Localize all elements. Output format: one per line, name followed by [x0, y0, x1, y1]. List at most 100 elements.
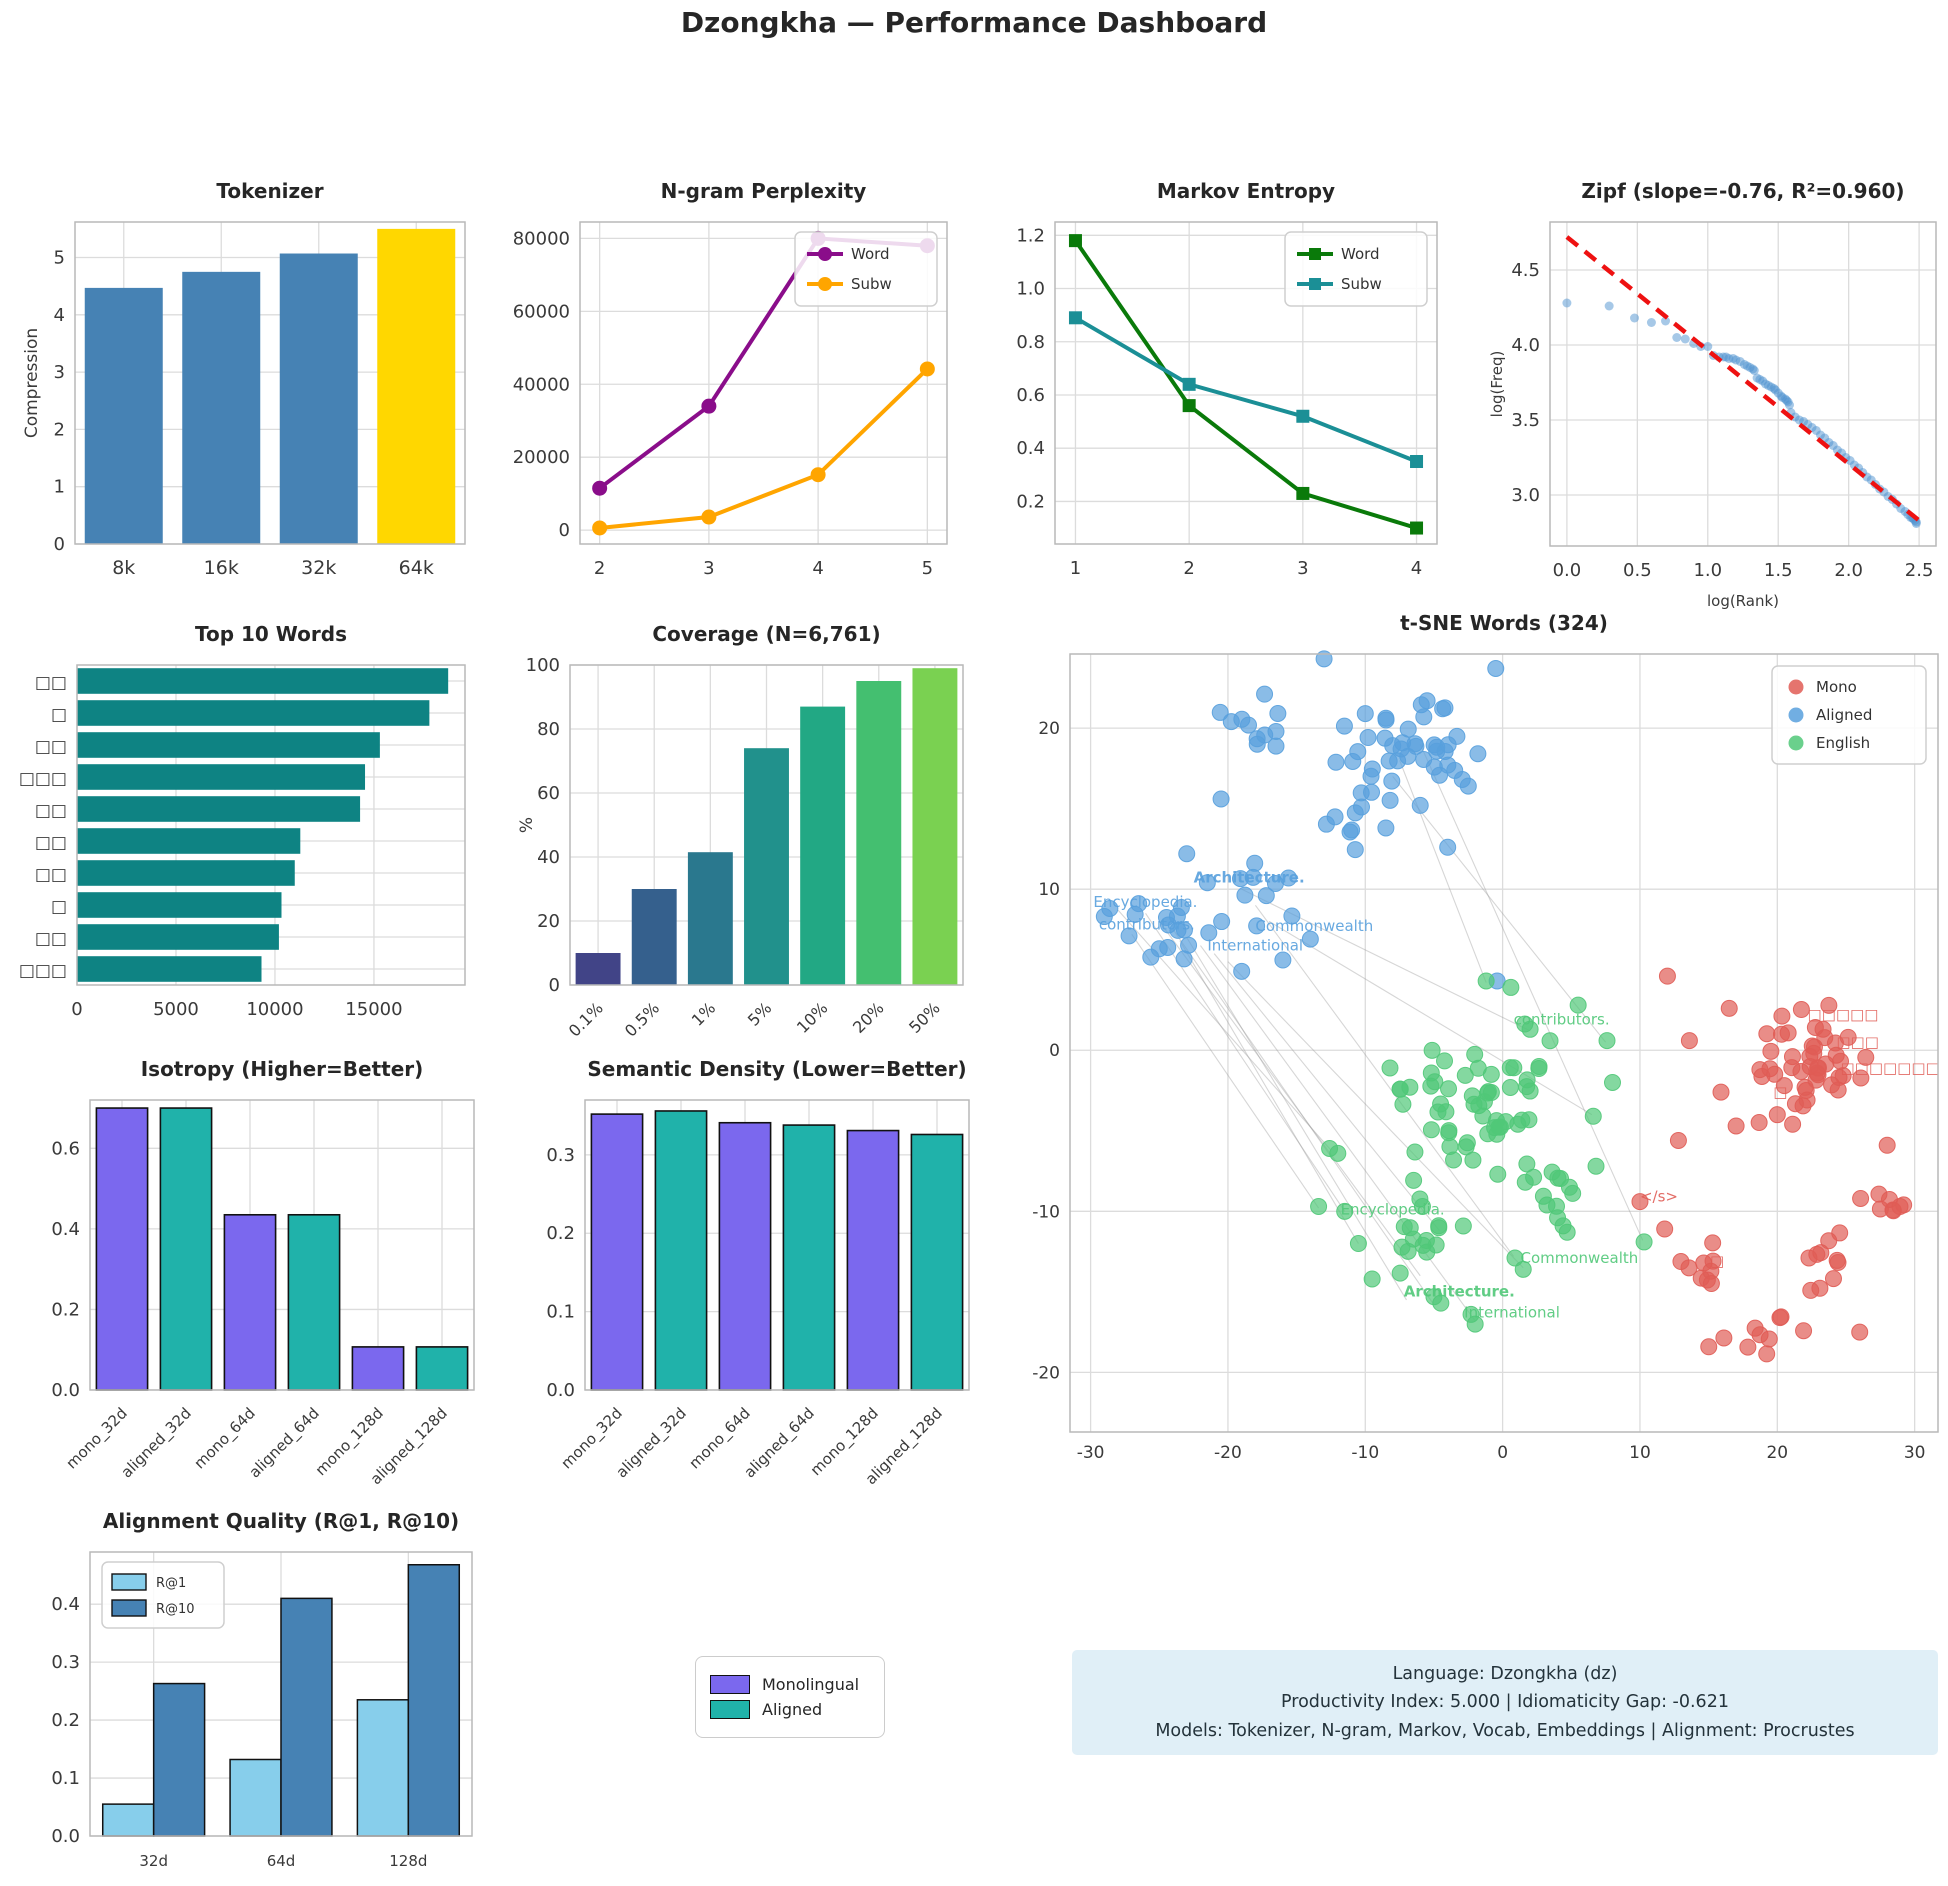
series-Subw: [1068, 311, 1424, 469]
chart-semantic-density: Semantic Density (Lower=Better) 0.0 0.1 0.2…: [525, 1048, 983, 1530]
bar-word-9: [77, 924, 279, 950]
bar-aligned_32d: [654, 1110, 708, 1391]
svg-text:0.6: 0.6: [1016, 385, 1045, 406]
svg-text:20%: 20%: [849, 998, 888, 1037]
bar-mono_64d: [223, 1213, 277, 1391]
svg-text:1.5: 1.5: [1764, 560, 1793, 581]
svg-text:10000: 10000: [246, 999, 303, 1020]
bar-1%: [687, 852, 733, 985]
svg-text:0: 0: [559, 520, 570, 541]
svg-text:Architecture.: Architecture.: [1404, 1283, 1515, 1301]
svg-text:□□□□□□□: □□□□□□□: [1840, 1059, 1939, 1077]
legend: Mono Aligned English: [1771, 665, 1927, 765]
bar-R@1-128d: [356, 1699, 410, 1837]
svg-text:5: 5: [54, 248, 65, 269]
svg-text:1.0: 1.0: [1693, 560, 1722, 581]
bar-aligned_32d: [159, 1107, 213, 1391]
svg-text:English: English: [1816, 734, 1870, 752]
svg-text:30: 30: [1904, 1443, 1926, 1463]
svg-text:4: 4: [812, 558, 823, 579]
legend-item-aligned: Aligned: [710, 1700, 870, 1719]
chart-isotropy: Isotropy (Higher=Better) 0.0 0.2 0.4 0.6 mono…: [30, 1048, 488, 1530]
bar-10%: [800, 706, 846, 985]
chart-title: Coverage (N=6,761): [652, 622, 880, 646]
svg-text:0.6: 0.6: [51, 1138, 80, 1159]
chart-title: N-gram Perplexity: [661, 179, 867, 203]
svg-text:0.1: 0.1: [51, 1768, 80, 1789]
svg-text:40: 40: [537, 847, 560, 868]
bar-word-10: [77, 956, 262, 982]
svg-text:0.2: 0.2: [51, 1299, 80, 1320]
svg-text:10: 10: [1038, 880, 1060, 900]
bar-mono_32d: [95, 1107, 149, 1391]
bars: [575, 668, 958, 985]
svg-text:0.2: 0.2: [51, 1710, 80, 1731]
chart-coverage-svg: Coverage (N=6,761) 0 20 40 60 80 100 0.1% 0.5% 1%…: [517, 622, 964, 1041]
svg-text:□□□□□: □□□□□: [1808, 1006, 1879, 1024]
chart-title: Isotropy (Higher=Better): [141, 1057, 424, 1081]
bar-5%: [744, 748, 789, 985]
svg-text:80000: 80000: [513, 228, 570, 249]
bar-R@10-64d: [280, 1597, 333, 1837]
svg-text:3: 3: [703, 558, 714, 579]
svg-text:5: 5: [922, 558, 933, 579]
svg-text:Encyclopedia.: Encyclopedia.: [1341, 1201, 1445, 1219]
aligned-swatch: [710, 1700, 750, 1719]
series-Subw: [592, 361, 935, 536]
aligned-label: Aligned: [762, 1700, 823, 1719]
svg-text:20: 20: [1038, 719, 1060, 739]
bar-R@10-128d: [407, 1564, 461, 1837]
svg-text:mono_32d: mono_32d: [558, 1404, 627, 1473]
chart-alignment-quality: Alignment Quality (R@1, R@10) 0.0 0.1 0.2 0.…: [30, 1502, 486, 1882]
svg-text:40000: 40000: [513, 374, 570, 395]
svg-text:2.5: 2.5: [1905, 560, 1934, 581]
svg-text:0.0: 0.0: [51, 1826, 80, 1847]
svg-text:□□: □□: [35, 737, 67, 757]
svg-text:3.0: 3.0: [1511, 485, 1540, 506]
bar-word-6: [77, 828, 301, 854]
bar-word-2: [77, 700, 430, 726]
bar-20%: [856, 681, 902, 985]
svg-text:1: 1: [1070, 558, 1081, 579]
svg-text:%: %: [517, 817, 537, 833]
bar-aligned_128d: [415, 1346, 469, 1391]
svg-text:32d: 32d: [139, 1852, 168, 1870]
bars: [77, 668, 449, 982]
info-line-metrics: Productivity Index: 5.000 | Idiomaticity…: [1281, 1692, 1729, 1713]
scatter-points: [1562, 298, 1921, 528]
svg-text:□□: □□: [35, 673, 67, 693]
tsne-extra-mono: [1631, 967, 1913, 1341]
bar-word-4: [77, 764, 366, 790]
tsne-cluster-english: [1391, 1015, 1559, 1191]
chart-title: Top 10 Words: [195, 622, 347, 646]
svg-text:Architecture.: Architecture.: [1194, 869, 1305, 887]
chart-title: Alignment Quality (R@1, R@10): [103, 1509, 459, 1533]
svg-text:4.0: 4.0: [1511, 335, 1540, 356]
chart-isotropy-svg: Isotropy (Higher=Better) 0.0 0.2 0.4 0.6 mono…: [51, 1057, 475, 1489]
svg-text:0: 0: [1049, 1041, 1060, 1061]
tsne-cluster-aligned: [1327, 696, 1487, 809]
bars: [590, 1110, 964, 1391]
fit-line: [1565, 235, 1921, 523]
monolingual-swatch: [710, 1675, 750, 1694]
tsne-cluster-mono: [1700, 1308, 1813, 1363]
svg-text:□□□: □□□: [1836, 1033, 1879, 1051]
chart-topwords-svg: Top 10 Words□□□□□□□□□□□□□□□□□□□□0 5000 100…: [19, 622, 466, 1020]
svg-text:□□□: □□□: [19, 961, 67, 981]
bar-0.1%: [575, 953, 621, 985]
svg-text:0.0: 0.0: [51, 1380, 80, 1401]
svg-text:1: 1: [54, 477, 65, 498]
tsne-cluster-aligned: [1126, 898, 1231, 968]
svg-text:International: International: [1207, 936, 1303, 954]
chart-markov-entropy: Markov Entropy 1 2 3 4 0.2 0.4 0.6 0.8 1.0 1.2 Word…: [995, 148, 1453, 608]
tsne-cluster-aligned: [1317, 798, 1370, 859]
svg-text:60000: 60000: [513, 301, 570, 322]
svg-text:Subw: Subw: [851, 275, 892, 293]
svg-text:</s>: </s>: [1640, 1188, 1678, 1206]
svg-text:0.8: 0.8: [1016, 332, 1045, 353]
svg-text:Mono: Mono: [1816, 678, 1857, 696]
svg-text:Word: Word: [1341, 245, 1380, 263]
svg-text:□□: □□: [35, 929, 67, 949]
svg-text:3: 3: [1297, 558, 1308, 579]
